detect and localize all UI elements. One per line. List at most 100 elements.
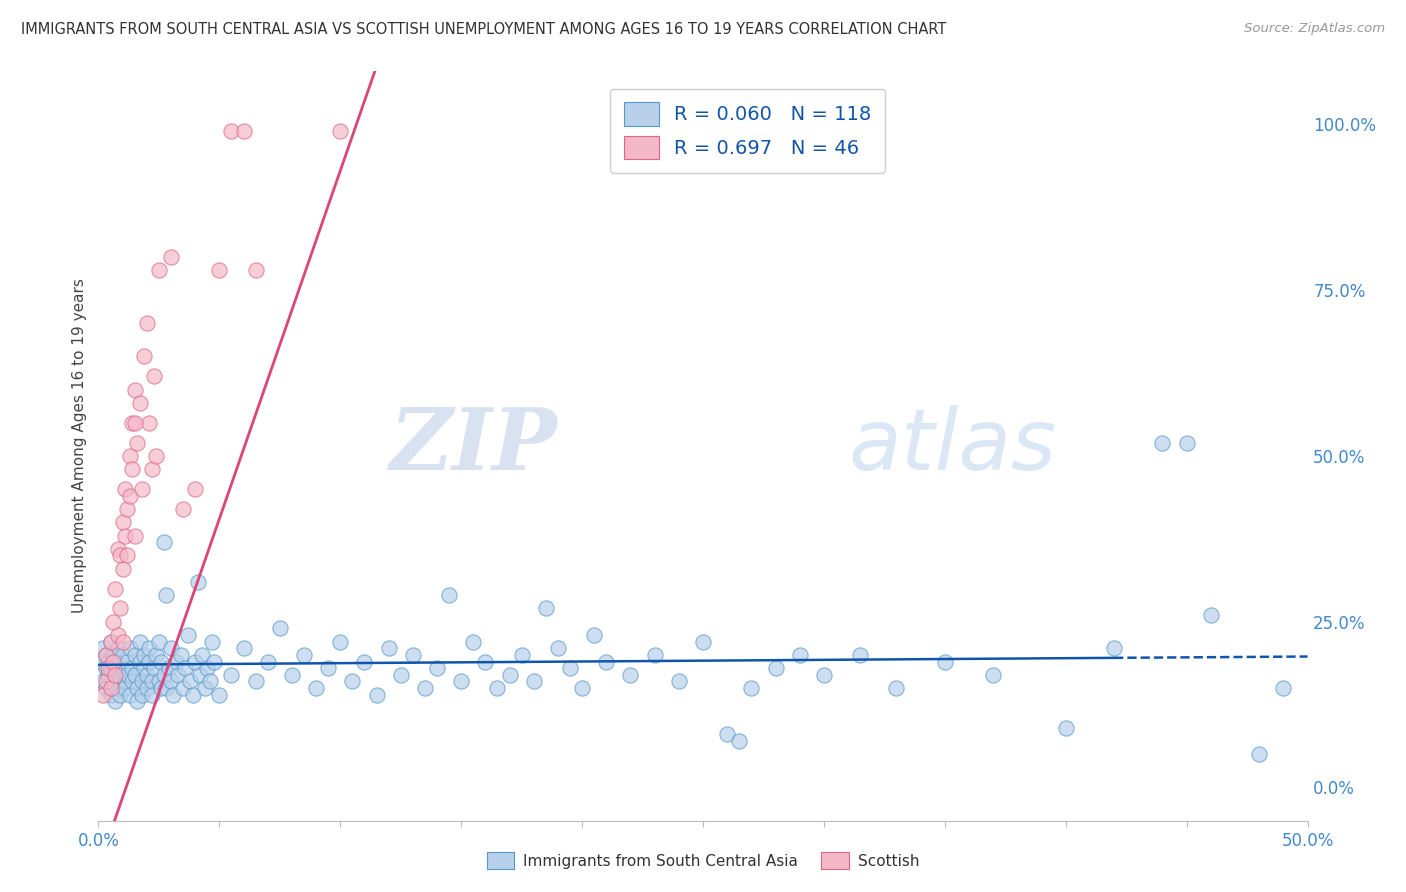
- Point: [329, 124, 352, 138]
- Point: [152, 667, 174, 681]
- Point: [131, 674, 153, 689]
- Point: [100, 634, 122, 648]
- Point: [187, 574, 209, 589]
- Point: [558, 661, 581, 675]
- Point: [121, 674, 143, 689]
- Point: [107, 641, 129, 656]
- Point: [124, 416, 146, 430]
- Point: [160, 250, 183, 264]
- Point: [179, 674, 201, 689]
- Point: [201, 634, 224, 648]
- Point: [124, 528, 146, 542]
- Point: [135, 681, 157, 695]
- Point: [198, 674, 221, 689]
- Point: [1054, 721, 1077, 735]
- Point: [97, 661, 120, 675]
- Point: [114, 482, 136, 496]
- Point: [595, 655, 617, 669]
- Point: [127, 435, 149, 450]
- Point: [94, 648, 117, 662]
- Point: [1175, 435, 1198, 450]
- Point: [474, 655, 496, 669]
- Point: [135, 667, 157, 681]
- Point: [728, 734, 751, 748]
- Point: [281, 667, 304, 681]
- Point: [97, 655, 120, 669]
- Point: [148, 674, 170, 689]
- Point: [128, 396, 150, 410]
- Point: [94, 681, 117, 695]
- Point: [571, 681, 593, 695]
- Point: [155, 588, 177, 602]
- Text: ZIP: ZIP: [389, 404, 558, 488]
- Legend: Immigrants from South Central Asia, Scottish: Immigrants from South Central Asia, Scot…: [481, 846, 925, 875]
- Point: [716, 727, 738, 741]
- Point: [510, 648, 533, 662]
- Point: [1249, 747, 1271, 762]
- Y-axis label: Unemployment Among Ages 16 to 19 years: Unemployment Among Ages 16 to 19 years: [72, 278, 87, 614]
- Point: [692, 634, 714, 648]
- Point: [101, 655, 124, 669]
- Point: [128, 634, 150, 648]
- Point: [101, 674, 124, 689]
- Point: [342, 674, 364, 689]
- Point: [316, 661, 339, 675]
- Point: [131, 688, 153, 702]
- Point: [127, 694, 149, 708]
- Point: [765, 661, 787, 675]
- Point: [121, 661, 143, 675]
- Point: [174, 661, 197, 675]
- Point: [145, 648, 167, 662]
- Point: [107, 628, 129, 642]
- Point: [135, 316, 157, 330]
- Point: [148, 263, 170, 277]
- Point: [108, 674, 131, 689]
- Point: [934, 655, 956, 669]
- Point: [100, 661, 122, 675]
- Point: [104, 694, 127, 708]
- Point: [849, 648, 872, 662]
- Point: [118, 641, 141, 656]
- Point: [232, 641, 254, 656]
- Point: [188, 667, 211, 681]
- Point: [138, 416, 160, 430]
- Legend: R = 0.060   N = 118, R = 0.697   N = 46: R = 0.060 N = 118, R = 0.697 N = 46: [610, 88, 884, 173]
- Point: [204, 655, 226, 669]
- Point: [165, 655, 187, 669]
- Point: [305, 681, 328, 695]
- Point: [450, 674, 472, 689]
- Point: [118, 489, 141, 503]
- Point: [221, 667, 243, 681]
- Point: [619, 667, 641, 681]
- Point: [101, 615, 124, 629]
- Point: [108, 601, 131, 615]
- Point: [1272, 681, 1295, 695]
- Point: [124, 667, 146, 681]
- Text: atlas: atlas: [848, 404, 1056, 488]
- Point: [162, 688, 184, 702]
- Point: [886, 681, 908, 695]
- Point: [221, 124, 243, 138]
- Point: [353, 655, 375, 669]
- Point: [740, 681, 762, 695]
- Point: [232, 124, 254, 138]
- Point: [118, 449, 141, 463]
- Point: [97, 667, 120, 681]
- Point: [208, 263, 231, 277]
- Point: [426, 661, 449, 675]
- Point: [583, 628, 606, 642]
- Point: [463, 634, 485, 648]
- Point: [668, 674, 690, 689]
- Point: [108, 688, 131, 702]
- Point: [245, 674, 267, 689]
- Point: [114, 681, 136, 695]
- Point: [100, 688, 122, 702]
- Point: [389, 667, 412, 681]
- Point: [111, 562, 134, 576]
- Point: [157, 661, 180, 675]
- Point: [789, 648, 811, 662]
- Point: [104, 655, 127, 669]
- Point: [100, 634, 122, 648]
- Point: [91, 641, 114, 656]
- Point: [523, 674, 546, 689]
